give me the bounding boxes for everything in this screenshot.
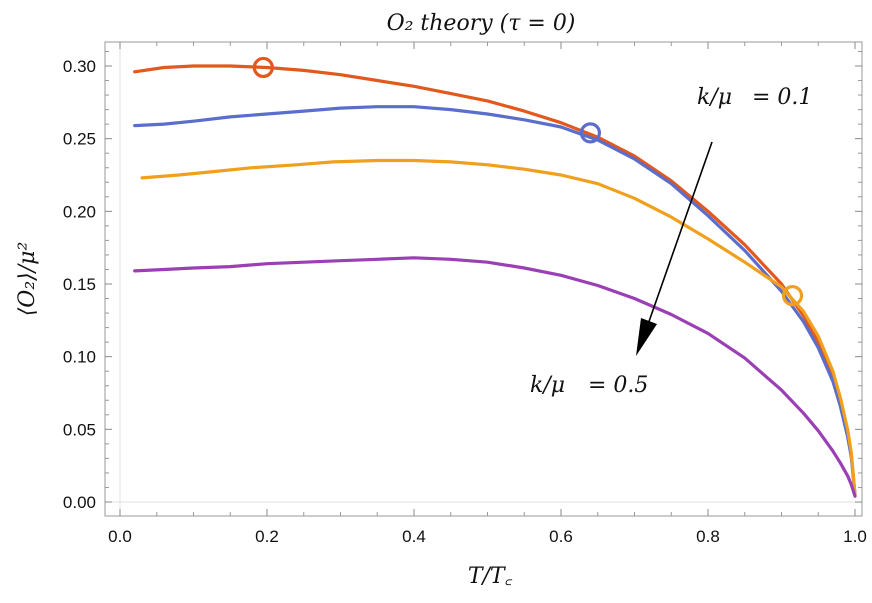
x-tick-label: 0.2 — [255, 527, 279, 546]
series-group — [133, 64, 857, 498]
y-tick-label: 0.10 — [63, 348, 96, 367]
series-line-2 — [140, 158, 857, 497]
series-line-3 — [133, 256, 857, 498]
chart-title: O₂ theory (τ = 0) — [387, 11, 576, 36]
annotation-value: = 0.5 — [588, 373, 648, 398]
plot-frame — [104, 41, 863, 517]
arrow-head — [636, 318, 657, 356]
annotation-fraction: k/μ — [697, 85, 732, 110]
y-tick-label: 0.05 — [63, 420, 96, 439]
annotation-value: = 0.1 — [752, 85, 812, 110]
arrow-shaft — [645, 141, 713, 331]
axis-ticks — [105, 42, 862, 516]
y-tick-label: 0.20 — [63, 202, 96, 221]
x-tick-label: 0.0 — [108, 527, 132, 546]
x-tick-label: 0.4 — [402, 527, 426, 546]
annotation-k-0-1: k/μ = 0.1 — [697, 85, 812, 110]
x-tick-label: 0.6 — [549, 527, 573, 546]
y-tick-label: 0.00 — [63, 493, 96, 512]
series-marker-2 — [781, 285, 804, 307]
x-tick-label: 0.8 — [696, 527, 720, 546]
y-tick-labels: 0.00 0.05 0.10 0.15 0.20 0.25 0.30 — [63, 57, 96, 512]
y-tick-label: 0.30 — [63, 57, 96, 76]
series-marker-1 — [579, 122, 602, 144]
markers-group — [252, 56, 804, 307]
x-tick-labels: 0.0 0.2 0.4 0.6 0.8 1.0 — [108, 527, 867, 546]
x-axis-title: T/T꜀ — [468, 564, 513, 589]
x-tick-label: 1.0 — [843, 527, 867, 546]
y-axis-title: ⟨O₂⟩/μ² — [15, 242, 40, 317]
series-line-1 — [133, 105, 857, 497]
y-tick-label: 0.15 — [63, 275, 96, 294]
series-marker-0 — [252, 56, 274, 79]
series-line-0 — [133, 64, 857, 497]
y-tick-label: 0.25 — [63, 130, 96, 149]
annotation-fraction: k/μ — [530, 373, 565, 398]
annotation-k-0-5: k/μ = 0.5 — [530, 373, 648, 398]
